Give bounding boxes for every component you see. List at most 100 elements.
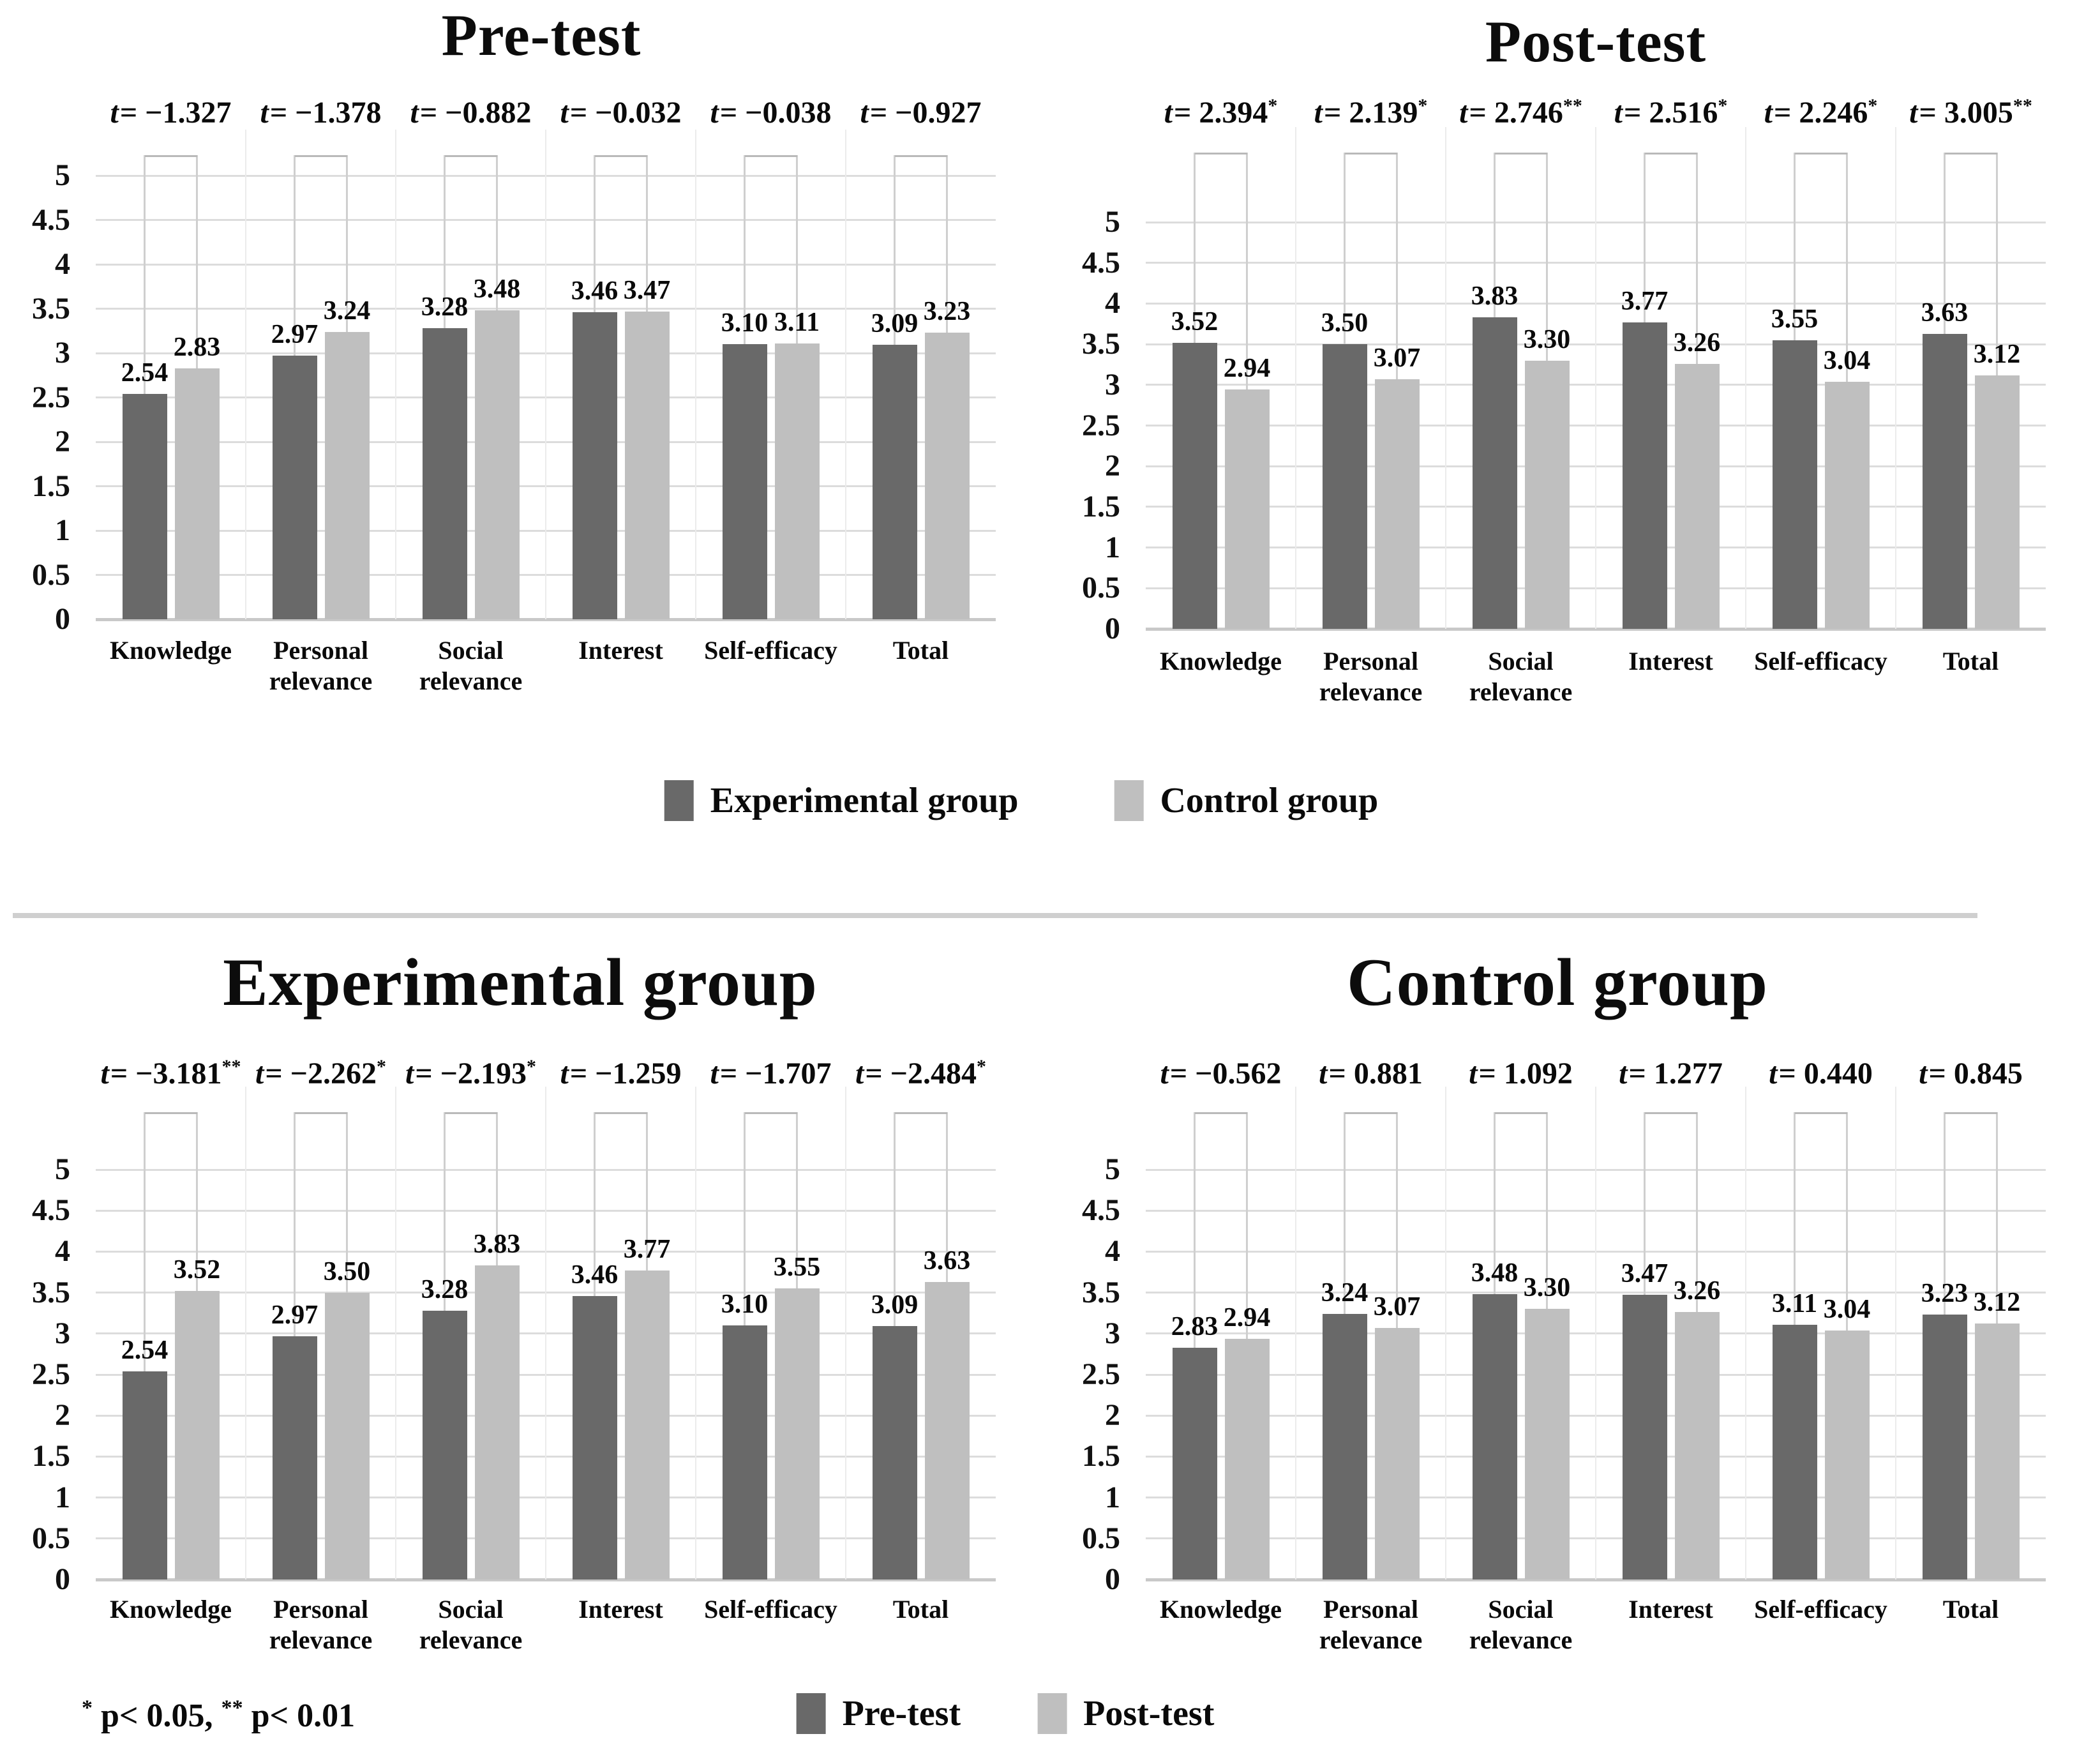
bar bbox=[1772, 1324, 1817, 1580]
bar bbox=[474, 310, 520, 619]
category-label: Total bbox=[1942, 647, 1999, 675]
bar-value-label: 3.23 bbox=[923, 297, 971, 327]
y-tick-label: 5 bbox=[1105, 205, 1120, 239]
sig-bracket bbox=[144, 1112, 197, 1114]
gridline-v bbox=[695, 130, 696, 619]
legend-label: Control group bbox=[1160, 781, 1379, 820]
y-tick-label: 4.5 bbox=[32, 202, 70, 237]
gridline-v bbox=[545, 1087, 546, 1580]
sig-bracket bbox=[1944, 153, 1997, 155]
sig-bracket bbox=[1494, 153, 1547, 155]
bar bbox=[1322, 1313, 1367, 1580]
bar bbox=[722, 344, 767, 619]
bar-value-label: 2.97 bbox=[271, 1300, 319, 1330]
bar bbox=[1974, 1323, 2020, 1580]
bar bbox=[174, 1291, 220, 1580]
bracket-leg bbox=[1944, 153, 1946, 334]
t-stat-label: t= −0.038 bbox=[710, 96, 832, 130]
bar bbox=[1824, 1330, 1870, 1580]
bracket-leg bbox=[894, 155, 896, 345]
bar bbox=[1224, 1338, 1270, 1580]
bracket-leg bbox=[1696, 1112, 1698, 1313]
sig-bracket bbox=[1494, 1112, 1547, 1114]
experimental-group-swatch bbox=[664, 780, 694, 821]
sig-bracket bbox=[1344, 1112, 1397, 1114]
bar-value-label: 3.10 bbox=[721, 1289, 769, 1319]
t-stat-label: t= −1.259 bbox=[560, 1057, 682, 1090]
bar-value-label: 3.55 bbox=[773, 1253, 821, 1283]
bar-value-label: 3.30 bbox=[1523, 324, 1571, 354]
legend-bottom: Pre-test Post-test bbox=[796, 1693, 1214, 1734]
footnote-sig-two: ** bbox=[221, 1696, 243, 1720]
gridline-h bbox=[1146, 1578, 2046, 1581]
bar-value-label: 3.09 bbox=[871, 309, 919, 339]
chart-title-control-group: Control group bbox=[1347, 945, 1768, 1020]
bar-value-label: 3.12 bbox=[1973, 1288, 2021, 1318]
category-label: Social relevance bbox=[1469, 647, 1573, 706]
category-label: Personal relevance bbox=[269, 636, 373, 695]
gridline-v bbox=[245, 1087, 246, 1580]
bar-value-label: 3.46 bbox=[571, 1260, 619, 1290]
category-label: Interest bbox=[578, 636, 663, 665]
y-tick-label: 4 bbox=[1105, 1234, 1120, 1269]
bracket-leg bbox=[1794, 1112, 1796, 1325]
y-tick-label: 1 bbox=[1105, 530, 1120, 564]
category-label: Social relevance bbox=[1469, 1595, 1573, 1654]
y-tick-label: 3 bbox=[55, 336, 70, 370]
bar bbox=[872, 345, 917, 619]
y-tick-label: 2.5 bbox=[32, 380, 70, 414]
sig-bracket bbox=[594, 1112, 647, 1114]
category-label: Interest bbox=[578, 1595, 663, 1624]
t-stat-label: t= 2.516* bbox=[1614, 95, 1728, 130]
t-stat-label: t= 2.394* bbox=[1164, 95, 1278, 130]
bar bbox=[1374, 1327, 1420, 1580]
chart-title-experimental-group: Experimental group bbox=[223, 945, 818, 1020]
bracket-leg bbox=[646, 1112, 648, 1271]
y-tick-label: 3 bbox=[55, 1316, 70, 1350]
t-stat-label: t= 2.139* bbox=[1314, 95, 1428, 130]
bracket-leg bbox=[196, 155, 198, 368]
bar bbox=[1622, 1295, 1667, 1580]
pre-test-swatch bbox=[796, 1693, 826, 1734]
bar bbox=[1824, 381, 1870, 629]
bracket-leg bbox=[294, 155, 296, 356]
t-stat-label: t= −1.707 bbox=[710, 1057, 832, 1090]
bar-value-label: 3.26 bbox=[1673, 328, 1721, 358]
bar-value-label: 3.09 bbox=[871, 1290, 919, 1320]
bar-value-label: 3.11 bbox=[774, 307, 820, 337]
bar bbox=[722, 1325, 767, 1580]
bracket-leg bbox=[1396, 1112, 1398, 1328]
category-label: Social relevance bbox=[419, 1595, 523, 1654]
chart-title-post-test: Post-test bbox=[1485, 9, 1707, 74]
sig-bracket bbox=[1644, 1112, 1697, 1114]
sig-bracket bbox=[744, 155, 797, 157]
bar-value-label: 3.24 bbox=[323, 296, 371, 326]
category-label: Personal relevance bbox=[1319, 647, 1423, 706]
category-label: Knowledge bbox=[109, 636, 232, 665]
y-tick-label: 3 bbox=[1105, 367, 1120, 402]
bar-value-label: 3.83 bbox=[1471, 282, 1519, 312]
bar bbox=[1974, 375, 2020, 629]
bar-value-label: 3.63 bbox=[923, 1246, 971, 1276]
y-tick-label: 0.5 bbox=[1082, 1521, 1120, 1555]
bracket-leg bbox=[1944, 1112, 1946, 1315]
gridline-v bbox=[1445, 1087, 1446, 1580]
sig-bracket bbox=[294, 1112, 347, 1114]
bar-value-label: 3.50 bbox=[323, 1256, 371, 1286]
bracket-leg bbox=[1644, 153, 1646, 322]
sig-bracket bbox=[144, 155, 197, 157]
bracket-leg bbox=[796, 155, 798, 343]
bar-value-label: 3.30 bbox=[1523, 1273, 1571, 1303]
bar bbox=[324, 331, 370, 619]
bar-value-label: 3.10 bbox=[721, 308, 769, 338]
gridline-v bbox=[1745, 127, 1746, 629]
bar bbox=[624, 311, 670, 619]
category-label: Knowledge bbox=[109, 1595, 232, 1624]
category-label: Personal relevance bbox=[269, 1595, 373, 1654]
bar-value-label: 3.47 bbox=[1621, 1259, 1669, 1289]
gridline-v bbox=[1595, 1087, 1596, 1580]
bracket-leg bbox=[946, 155, 948, 333]
sig-bracket bbox=[1644, 153, 1697, 155]
t-stat-label: t= −2.262* bbox=[255, 1056, 387, 1090]
bracket-leg bbox=[444, 1112, 446, 1311]
